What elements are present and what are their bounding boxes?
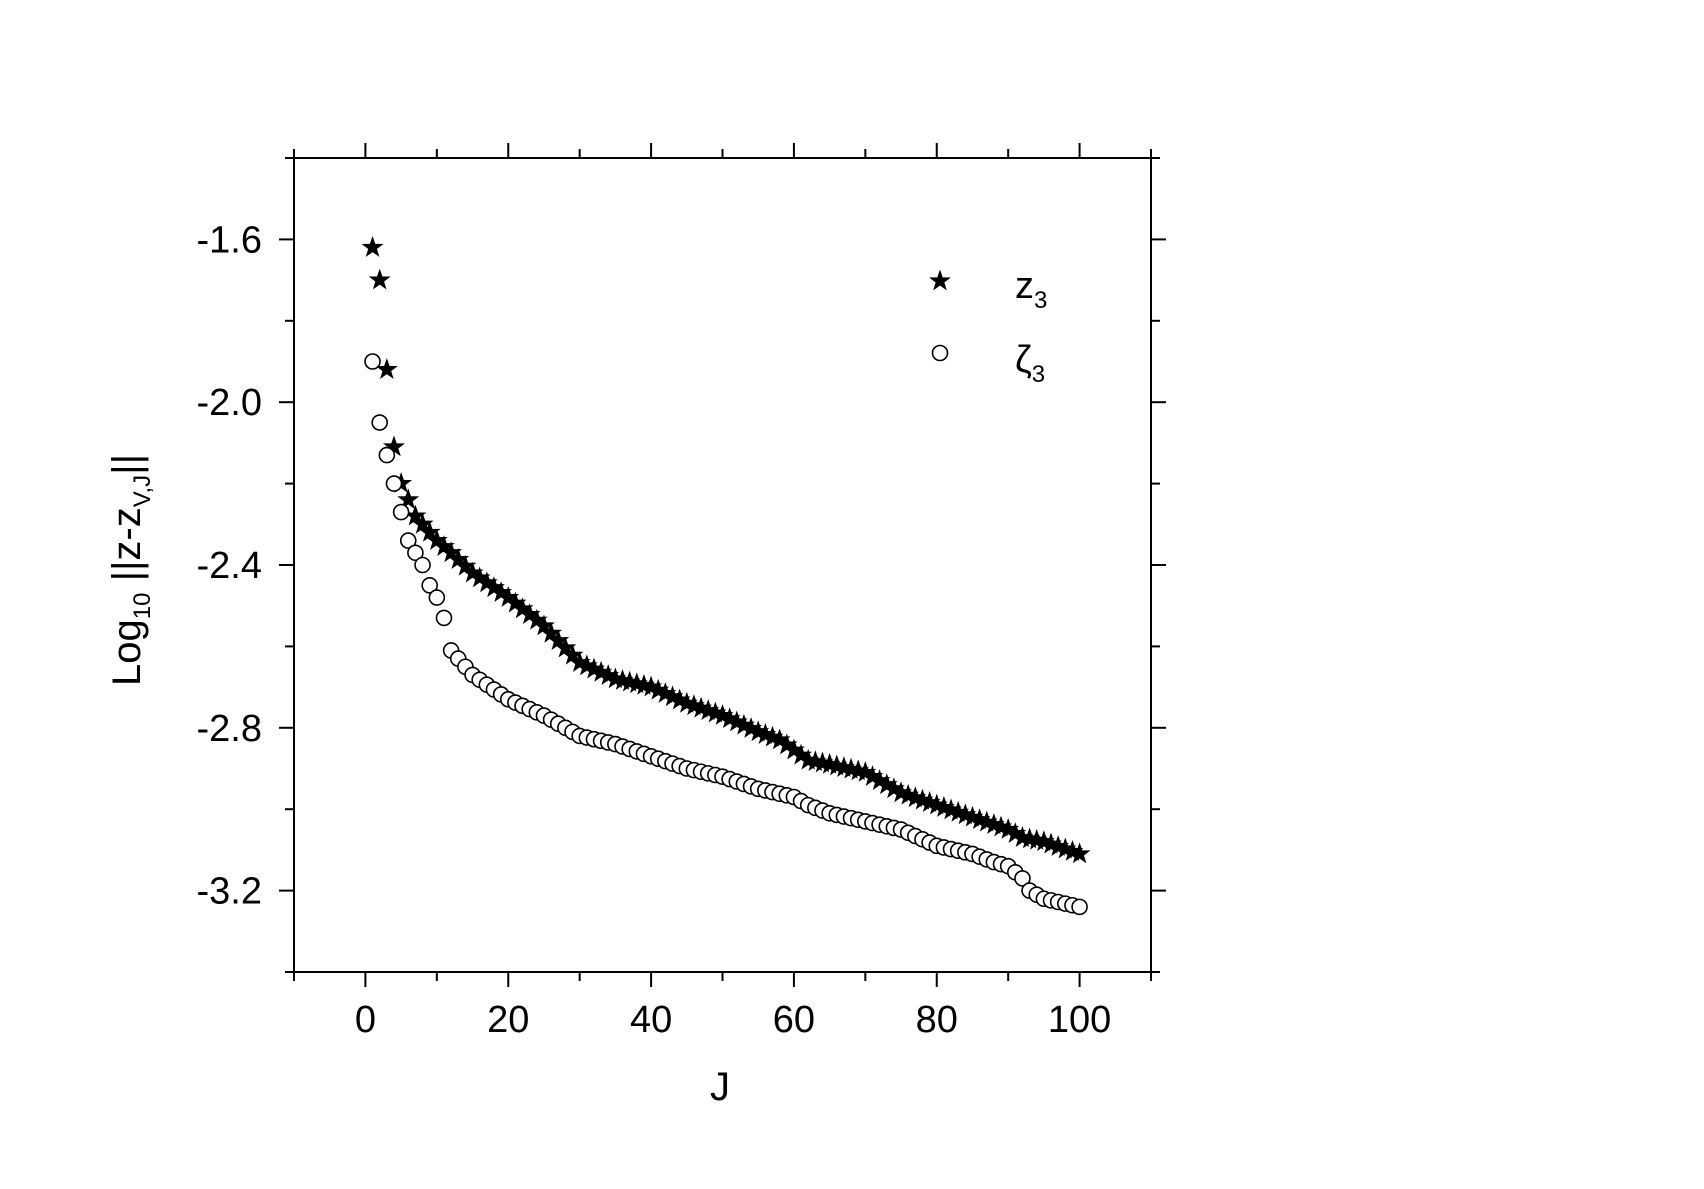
data-point-circle (407, 544, 424, 562)
y-tick-label: -2.8 (197, 708, 262, 750)
legend-item-z3: z3 (929, 265, 1047, 314)
x-tick-label: 60 (773, 999, 815, 1041)
data-point-circle (385, 475, 403, 492)
legend-label-z3-sub: 3 (1034, 287, 1047, 314)
y-axis-title-mid: ||z-z (105, 507, 149, 592)
legend-label-zeta3: ζ3 (1015, 339, 1045, 388)
data-point-star (375, 358, 398, 379)
legend-label-zeta3-name: ζ (1015, 339, 1032, 381)
legend: z3 ζ3 (929, 265, 1047, 388)
data-point-circle (435, 609, 453, 627)
x-axis-title: J (710, 1065, 730, 1109)
data-point-star (397, 488, 420, 510)
series-zeta3 (364, 353, 1088, 916)
data-point-circle (428, 589, 446, 606)
legend-label-zeta3-sub: 3 (1032, 361, 1045, 388)
data-point-star (361, 236, 384, 257)
data-point-circle (1071, 898, 1088, 916)
legend-marker-circle (931, 344, 949, 362)
data-point-circle (364, 353, 381, 370)
data-point-circle (421, 577, 438, 594)
y-axis-title-sub2: V,J (129, 475, 156, 507)
x-tick-label: 40 (630, 999, 672, 1041)
series-z3 (361, 236, 1091, 864)
x-axis-ticks: 0 20 40 60 80 100 (293, 143, 1152, 1041)
y-tick-label: -3.2 (197, 871, 262, 913)
data-point-circle (392, 503, 410, 521)
series-layer (361, 236, 1091, 916)
legend-label-z3: z3 (1015, 265, 1047, 314)
y-tick-label: -2.0 (197, 382, 262, 424)
x-tick-label: 80 (916, 999, 958, 1041)
y-axis-title: Log10 ||z-zV,J|| (105, 454, 156, 686)
data-point-circle (378, 446, 396, 464)
data-point-star (368, 268, 391, 290)
y-tick-label: -2.4 (197, 545, 262, 587)
y-axis-title-end: || (105, 454, 149, 475)
data-point-circle (399, 532, 417, 549)
data-point-circle (414, 556, 431, 574)
data-point-circle (1014, 870, 1031, 887)
data-point-star (1068, 842, 1091, 864)
y-tick-label: -1.6 (197, 219, 262, 261)
y-axis-ticks: -1.6 -2.0 -2.4 -2.8 -3.2 (197, 157, 1166, 973)
y-axis-title-main: Log (105, 619, 149, 686)
x-tick-label: 100 (1048, 999, 1111, 1041)
legend-label-z3-name: z (1015, 265, 1034, 307)
legend-marker-star (929, 269, 951, 291)
y-axis-title-sub1: 10 (129, 593, 156, 620)
legend-item-zeta3: ζ3 (931, 339, 1045, 388)
x-tick-label: 0 (355, 999, 376, 1041)
data-point-circle (371, 414, 389, 431)
x-tick-label: 20 (487, 999, 529, 1041)
